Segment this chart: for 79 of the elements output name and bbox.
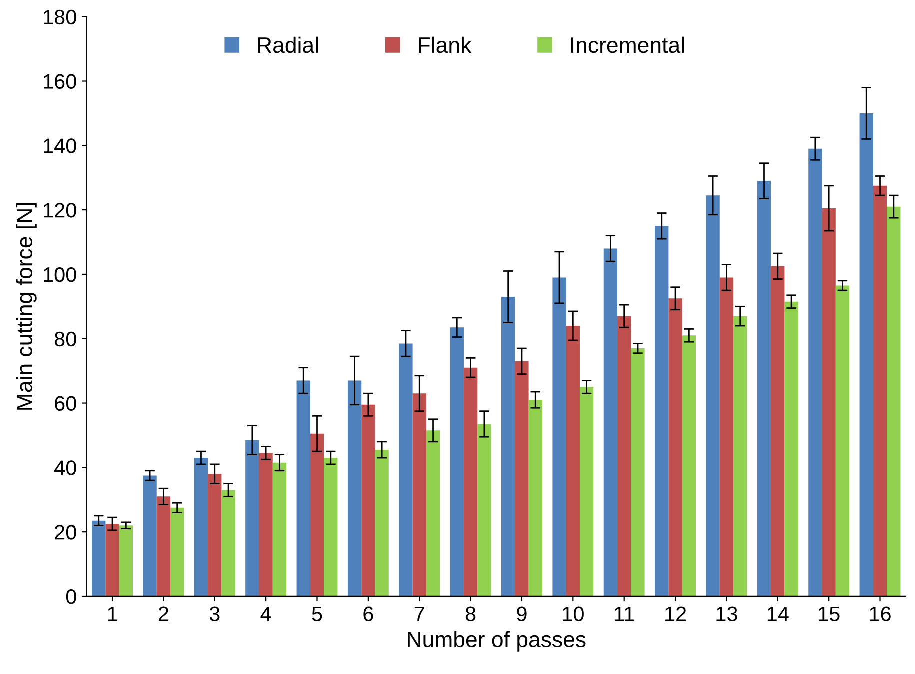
bar <box>808 148 822 596</box>
x-tick-label: 3 <box>210 606 220 622</box>
bar <box>734 316 748 596</box>
x-tick-label: 9 <box>517 606 527 622</box>
bar <box>682 336 696 596</box>
bar <box>552 278 566 596</box>
bar <box>310 434 324 596</box>
x-tick-label: 8 <box>466 606 476 622</box>
x-tick-label: 13 <box>716 606 738 622</box>
bar <box>272 462 287 596</box>
y-tick-label: 0 <box>66 589 76 604</box>
bar <box>478 424 492 596</box>
x-tick-label: 5 <box>312 606 322 622</box>
x-tick-label: 14 <box>768 606 789 622</box>
bar <box>399 344 413 596</box>
bar <box>784 302 798 596</box>
bar <box>106 524 120 596</box>
y-tick-label: 140 <box>44 138 76 154</box>
x-tick-label: 6 <box>364 606 374 622</box>
x-tick-label: 15 <box>819 606 840 622</box>
bar <box>720 278 734 596</box>
bar <box>246 440 260 596</box>
bar <box>668 298 682 596</box>
bar <box>362 404 376 596</box>
bar <box>222 490 236 596</box>
bar <box>92 520 106 596</box>
y-axis-title: Main cutting force [N] <box>16 203 37 410</box>
bar <box>464 368 478 596</box>
y-tick-label: 100 <box>44 267 76 282</box>
y-tick-label: 20 <box>55 525 76 540</box>
bar <box>324 458 338 596</box>
bar <box>604 248 618 596</box>
bar <box>566 326 580 596</box>
bar <box>502 297 516 596</box>
bar <box>143 476 157 596</box>
y-tick-label: 160 <box>44 74 76 90</box>
x-tick-label: 4 <box>260 606 272 622</box>
bar <box>296 380 310 596</box>
bar <box>887 206 901 596</box>
x-axis-title: Number of passes <box>408 631 586 652</box>
x-tick-label: 10 <box>563 606 584 622</box>
x-tick-label: 7 <box>414 606 424 622</box>
x-tick-label: 12 <box>666 606 686 622</box>
bar <box>194 458 208 596</box>
bar <box>450 328 464 596</box>
bar <box>259 453 273 596</box>
bar <box>412 394 426 596</box>
bar <box>426 430 440 596</box>
y-tick-label: 60 <box>55 396 76 412</box>
bar <box>348 380 362 596</box>
bar <box>580 387 594 596</box>
bar <box>771 266 785 596</box>
y-tick-label: 40 <box>54 460 76 476</box>
bar <box>208 474 222 596</box>
bar <box>170 508 184 596</box>
bar <box>618 316 632 596</box>
bar <box>119 526 133 596</box>
bar <box>655 226 669 596</box>
y-tick-label: 120 <box>44 203 76 218</box>
bar <box>873 186 888 596</box>
bar <box>528 400 542 596</box>
bar <box>515 361 529 596</box>
x-tick-label: 2 <box>158 606 168 622</box>
x-tick-label: 1 <box>108 606 118 622</box>
y-tick-label: 80 <box>54 332 76 347</box>
legend-label: Radial <box>258 36 318 54</box>
bar <box>375 450 389 596</box>
bar <box>156 496 171 596</box>
bar <box>836 286 850 596</box>
legend-label: Flank <box>419 36 472 54</box>
bar <box>631 348 645 596</box>
bar <box>860 113 874 596</box>
bar <box>757 181 772 596</box>
x-tick-label: 11 <box>615 606 634 622</box>
bar <box>706 196 720 596</box>
legend-label: Incremental <box>571 36 684 54</box>
x-tick-label: 16 <box>870 606 891 622</box>
y-tick-label: 180 <box>44 10 76 25</box>
bar <box>822 208 836 596</box>
